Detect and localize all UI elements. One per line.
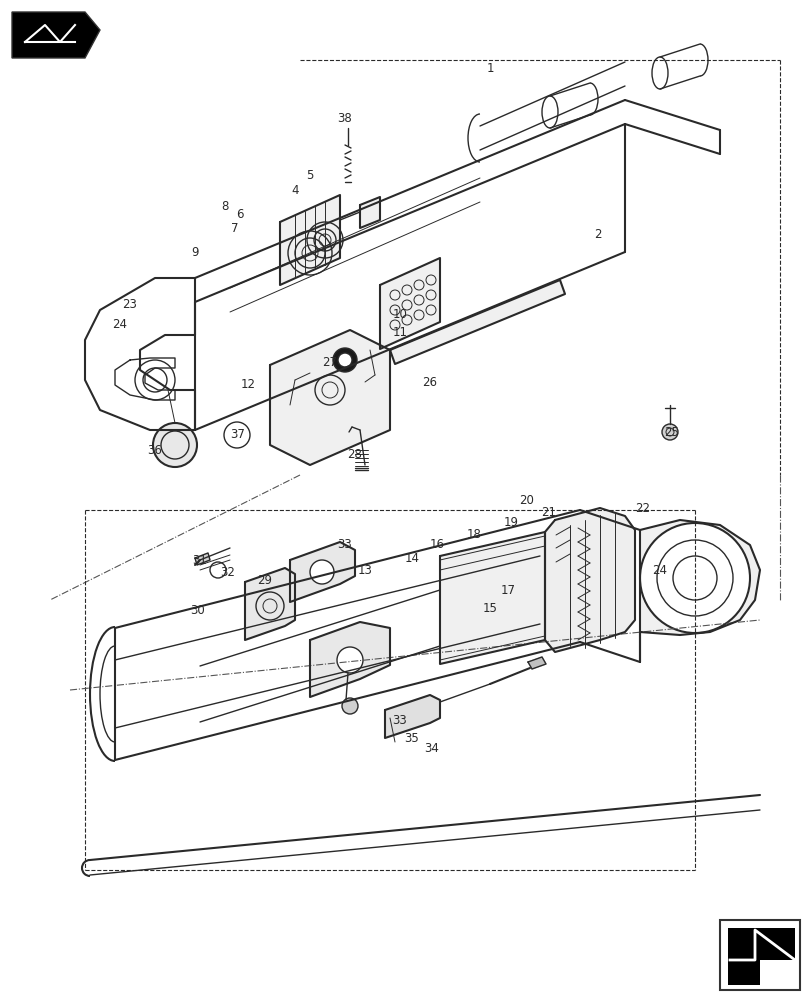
Polygon shape [12, 12, 100, 58]
Polygon shape [727, 928, 794, 985]
Text: 28: 28 [347, 448, 362, 462]
Polygon shape [544, 508, 634, 652]
Text: 24: 24 [113, 318, 127, 332]
Polygon shape [290, 542, 354, 602]
Circle shape [333, 348, 357, 372]
Text: 21: 21 [541, 506, 556, 518]
Text: 10: 10 [392, 308, 407, 322]
Text: 7: 7 [231, 222, 238, 234]
Text: 19: 19 [503, 516, 518, 528]
Polygon shape [359, 197, 380, 228]
Polygon shape [280, 195, 340, 285]
Circle shape [337, 353, 351, 367]
Polygon shape [380, 258, 440, 349]
Text: 38: 38 [337, 112, 352, 125]
Text: 13: 13 [357, 564, 372, 576]
Text: 26: 26 [422, 375, 437, 388]
Text: 16: 16 [429, 538, 444, 552]
Text: 22: 22 [635, 502, 650, 514]
Text: 11: 11 [392, 326, 407, 338]
Text: 5: 5 [306, 169, 313, 182]
Polygon shape [245, 568, 294, 640]
Text: 1: 1 [486, 62, 493, 75]
Text: 30: 30 [191, 603, 205, 616]
Text: 37: 37 [230, 428, 245, 442]
Text: 33: 33 [393, 714, 407, 726]
Polygon shape [195, 553, 210, 565]
Text: 23: 23 [122, 298, 137, 312]
Text: 32: 32 [221, 566, 235, 578]
Text: 27: 27 [322, 357, 337, 369]
Text: 9: 9 [191, 245, 199, 258]
Text: 20: 20 [519, 493, 534, 506]
Polygon shape [310, 622, 389, 697]
Polygon shape [440, 532, 544, 664]
Circle shape [661, 424, 677, 440]
Circle shape [152, 423, 197, 467]
Text: 18: 18 [466, 528, 481, 542]
Text: 33: 33 [337, 538, 352, 552]
Polygon shape [527, 657, 545, 669]
Text: 34: 34 [424, 742, 439, 754]
Text: 17: 17 [500, 584, 515, 596]
Text: 6: 6 [236, 209, 243, 222]
Text: 15: 15 [482, 601, 497, 614]
Text: 4: 4 [291, 184, 298, 197]
Text: 8: 8 [221, 200, 229, 214]
Text: 31: 31 [192, 554, 207, 566]
Circle shape [337, 647, 363, 673]
Polygon shape [389, 280, 564, 364]
Text: 25: 25 [663, 426, 679, 438]
Polygon shape [270, 330, 389, 465]
Polygon shape [384, 695, 440, 738]
Polygon shape [719, 920, 799, 990]
Text: 35: 35 [404, 732, 418, 744]
Circle shape [310, 560, 333, 584]
Polygon shape [639, 520, 759, 662]
Text: 36: 36 [148, 444, 162, 456]
Text: 2: 2 [594, 229, 601, 241]
Text: 14: 14 [404, 552, 419, 564]
Circle shape [341, 698, 358, 714]
Text: 29: 29 [257, 574, 272, 586]
Text: 12: 12 [240, 378, 255, 391]
Circle shape [639, 523, 749, 633]
Text: 24: 24 [652, 564, 667, 576]
